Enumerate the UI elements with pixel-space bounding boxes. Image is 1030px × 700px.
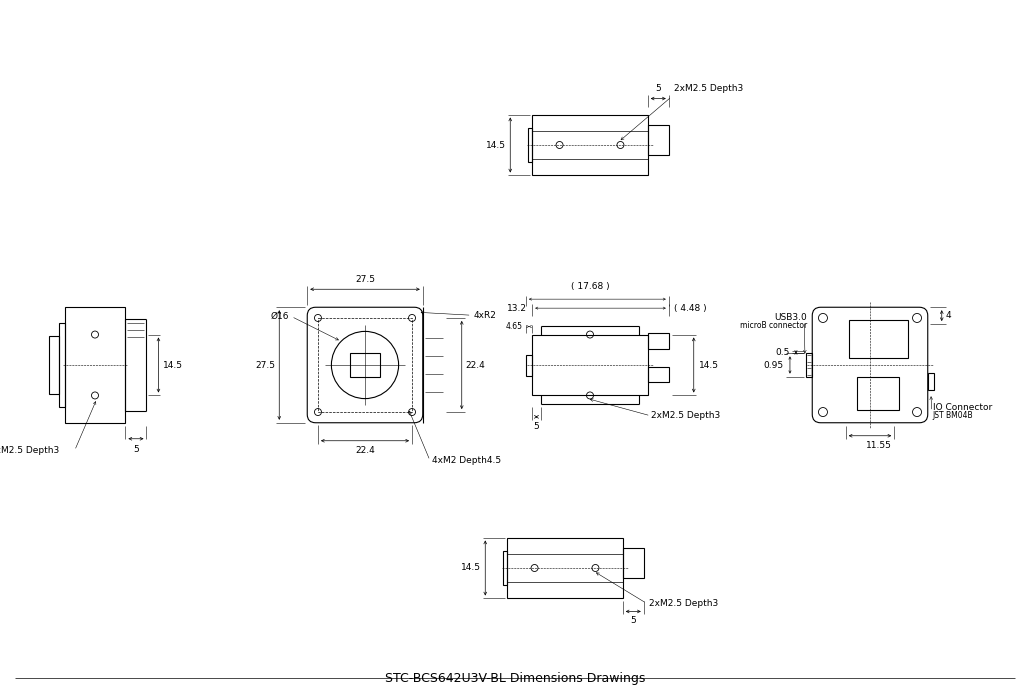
Text: STC-BCS642U3V-BL Dimensions Drawings: STC-BCS642U3V-BL Dimensions Drawings bbox=[385, 672, 645, 685]
Text: 11.55: 11.55 bbox=[865, 441, 891, 450]
Bar bbox=[648, 367, 668, 382]
Text: 0.95: 0.95 bbox=[764, 360, 784, 370]
Text: 13.2: 13.2 bbox=[507, 304, 527, 313]
Bar bbox=[504, 552, 507, 584]
Text: Ø16: Ø16 bbox=[271, 312, 289, 321]
Bar bbox=[928, 373, 934, 390]
Bar bbox=[648, 125, 668, 155]
Text: 5: 5 bbox=[133, 444, 139, 454]
Text: 5: 5 bbox=[534, 422, 540, 431]
Text: 4xR2: 4xR2 bbox=[474, 311, 496, 320]
Bar bbox=[849, 320, 907, 358]
Text: 4: 4 bbox=[946, 311, 952, 320]
Bar bbox=[318, 318, 412, 412]
Text: 14.5: 14.5 bbox=[486, 141, 507, 150]
Text: 2xM2.5 Depth3: 2xM2.5 Depth3 bbox=[0, 447, 60, 455]
Text: 22.4: 22.4 bbox=[355, 446, 375, 455]
Bar bbox=[533, 115, 648, 176]
Bar bbox=[59, 323, 65, 407]
Bar bbox=[526, 354, 533, 375]
Bar bbox=[533, 335, 648, 395]
Text: microB connector: microB connector bbox=[740, 321, 808, 330]
Text: USB3.0: USB3.0 bbox=[775, 313, 808, 322]
Text: 2xM2.5 Depth3: 2xM2.5 Depth3 bbox=[651, 412, 720, 420]
Text: 2xM2.5 Depth3: 2xM2.5 Depth3 bbox=[674, 83, 743, 92]
Text: JST BM04B: JST BM04B bbox=[933, 412, 973, 420]
Bar bbox=[648, 332, 668, 349]
Text: ( 17.68 ): ( 17.68 ) bbox=[571, 282, 610, 291]
Text: 0.5: 0.5 bbox=[776, 348, 790, 357]
Text: 14.5: 14.5 bbox=[698, 360, 719, 370]
Text: 4.65: 4.65 bbox=[506, 322, 523, 331]
Bar bbox=[48, 335, 59, 394]
Text: 14.5: 14.5 bbox=[164, 360, 183, 370]
Text: IO Connector: IO Connector bbox=[933, 403, 992, 412]
Bar bbox=[350, 354, 380, 377]
Bar bbox=[507, 538, 623, 598]
Text: 22.4: 22.4 bbox=[466, 360, 485, 370]
Text: 5: 5 bbox=[630, 617, 637, 626]
Text: ( 4.48 ): ( 4.48 ) bbox=[674, 304, 707, 313]
Text: 4xM2 Depth4.5: 4xM2 Depth4.5 bbox=[432, 456, 502, 466]
Text: 27.5: 27.5 bbox=[255, 360, 275, 370]
Text: 27.5: 27.5 bbox=[355, 275, 375, 284]
Text: 2xM2.5 Depth3: 2xM2.5 Depth3 bbox=[649, 599, 718, 608]
Bar bbox=[623, 548, 644, 578]
Text: 14.5: 14.5 bbox=[461, 564, 481, 573]
Text: 5: 5 bbox=[655, 83, 661, 92]
Bar bbox=[805, 354, 813, 377]
Bar bbox=[528, 128, 533, 162]
Bar bbox=[65, 307, 126, 423]
Bar bbox=[857, 377, 899, 410]
